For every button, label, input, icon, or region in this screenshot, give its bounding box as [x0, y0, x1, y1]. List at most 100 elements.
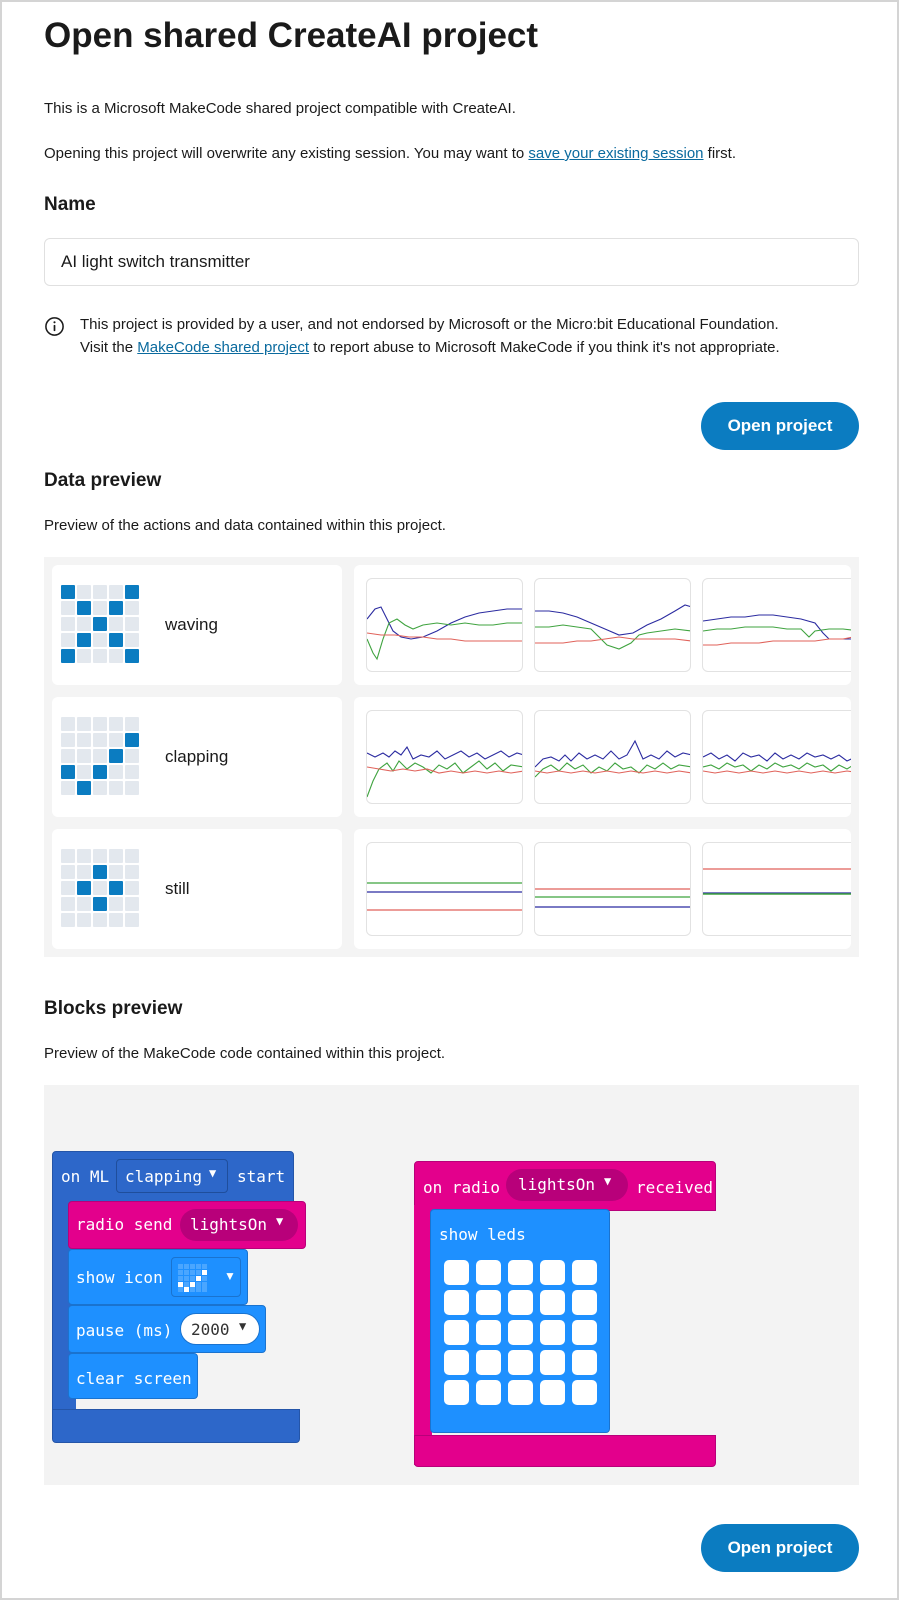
led-off [93, 633, 107, 647]
led-off [93, 717, 107, 731]
overwrite-text: Opening this project will overwrite any … [44, 145, 736, 162]
project-name-input[interactable] [44, 238, 859, 286]
led-off [93, 585, 107, 599]
led-off [77, 733, 91, 747]
overwrite-text-before: Opening this project will overwrite any … [44, 145, 529, 162]
led-off [109, 913, 123, 927]
radio-received-value-dropdown[interactable]: lightsOn ▼ [506, 1169, 628, 1201]
icon-picker-dropdown[interactable]: ▼ [171, 1257, 241, 1297]
led-on [77, 781, 91, 795]
led-icon [61, 849, 141, 929]
led-off [93, 849, 107, 863]
led-off [109, 585, 123, 599]
blocks-preview-panel: on ML clapping ▼ start radio send lights… [44, 1085, 859, 1485]
led-off [125, 765, 139, 779]
save-session-link[interactable]: save your existing session [528, 145, 704, 162]
recording-graph [702, 710, 851, 804]
led-on [125, 733, 139, 747]
led-off [77, 913, 91, 927]
led-on [61, 649, 75, 663]
chevron-down-icon: ▼ [224, 1269, 236, 1283]
led-off [61, 913, 75, 927]
led-off [77, 585, 91, 599]
action-card-clapping: clapping [52, 697, 342, 817]
chevron-down-icon: ▼ [239, 1319, 247, 1333]
led-off [77, 865, 91, 879]
led-on [125, 649, 139, 663]
led-off [93, 649, 107, 663]
led-off [125, 717, 139, 731]
overwrite-text-after: first. [703, 145, 737, 162]
open-project-button-top[interactable]: Open project [701, 402, 859, 450]
led-off [109, 897, 123, 911]
led-on [61, 585, 75, 599]
led-on [109, 749, 123, 763]
led-matrix[interactable] [444, 1260, 600, 1416]
recording-graph [366, 578, 523, 672]
radio-send-value-dropdown[interactable]: lightsOn ▼ [180, 1209, 298, 1241]
ml-event-value: clapping [125, 1167, 203, 1186]
led-off [61, 781, 75, 795]
led-off [125, 849, 139, 863]
led-off [109, 865, 123, 879]
led-on [125, 585, 139, 599]
led-on [109, 633, 123, 647]
notice-line-2-after: to report abuse to Microsoft MakeCode if… [309, 339, 780, 356]
led-off [109, 649, 123, 663]
led-off [93, 913, 107, 927]
notice-line-2: Visit the MakeCode shared project to rep… [80, 337, 780, 359]
led-off [61, 865, 75, 879]
data-preview-description: Preview of the actions and data containe… [44, 517, 446, 534]
led-off [77, 617, 91, 631]
recording-graph [366, 710, 523, 804]
chevron-down-icon: ▼ [276, 1214, 284, 1228]
recording-graph [534, 578, 691, 672]
led-on [109, 601, 123, 615]
pause-value-dropdown[interactable]: 2000 ▼ [180, 1313, 260, 1345]
recordings-strip-still [354, 829, 851, 949]
recording-graph [702, 842, 851, 936]
ml-event-dropdown[interactable]: clapping ▼ [116, 1159, 228, 1193]
show-leds-label: show leds [439, 1225, 526, 1244]
led-off [77, 765, 91, 779]
radio-received-label: received [636, 1178, 714, 1197]
recordings-strip-waving [354, 565, 851, 685]
recording-graph [534, 842, 691, 936]
pause-label: pause (ms) [76, 1321, 173, 1340]
recordings-strip-clapping [354, 697, 851, 817]
intro-text: This is a Microsoft MakeCode shared proj… [44, 100, 516, 117]
led-off [61, 897, 75, 911]
led-off [77, 897, 91, 911]
show-icon-label: show icon [76, 1268, 163, 1287]
led-on [77, 881, 91, 895]
open-project-button-bottom[interactable]: Open project [701, 1524, 859, 1572]
action-name: still [165, 879, 190, 898]
action-name: clapping [165, 747, 229, 766]
chevron-down-icon: ▼ [209, 1166, 217, 1180]
action-card-waving: waving [52, 565, 342, 685]
data-preview-heading: Data preview [44, 470, 162, 491]
action-name: waving [165, 615, 218, 634]
led-off [109, 765, 123, 779]
led-on [93, 865, 107, 879]
led-off [61, 601, 75, 615]
clear-screen-label: clear screen [76, 1369, 192, 1388]
led-off [61, 633, 75, 647]
led-off [61, 717, 75, 731]
ml-start-label: start [237, 1167, 286, 1186]
recording-graph [702, 578, 851, 672]
led-off [125, 881, 139, 895]
led-off [93, 601, 107, 615]
led-icon [61, 585, 141, 665]
makecode-shared-project-link[interactable]: MakeCode shared project [137, 339, 310, 356]
page-title: Open shared CreateAI project [44, 16, 539, 55]
led-off [125, 897, 139, 911]
led-off [93, 749, 107, 763]
led-off [125, 601, 139, 615]
led-on [61, 765, 75, 779]
led-off [61, 749, 75, 763]
led-off [109, 717, 123, 731]
blocks-preview-heading: Blocks preview [44, 998, 183, 1019]
led-on [93, 617, 107, 631]
name-heading: Name [44, 194, 96, 215]
